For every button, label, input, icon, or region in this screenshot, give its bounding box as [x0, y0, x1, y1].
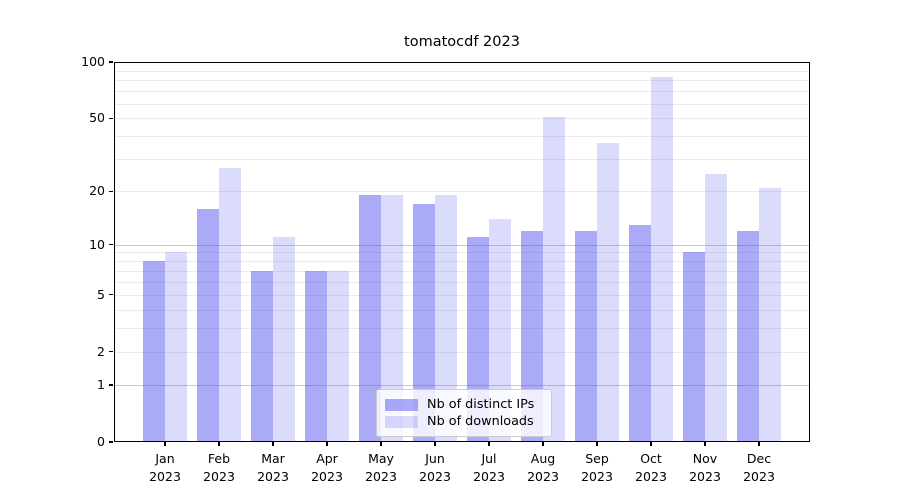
- y-tick-label-2: 2: [97, 343, 105, 359]
- gridline-60: [114, 103, 810, 105]
- bar-ips-may: [359, 195, 381, 442]
- y-tick-5: [109, 293, 113, 296]
- x-tick-label-oct: Oct 2023: [635, 451, 667, 485]
- gridline-50: [114, 118, 810, 120]
- bar-downloads-apr: [327, 270, 349, 442]
- gridline-1: [114, 384, 810, 386]
- gridline-2: [114, 351, 810, 353]
- y-tick-label-5: 5: [97, 286, 105, 302]
- bar-downloads-jul: [489, 219, 511, 442]
- gridline-5: [114, 294, 810, 296]
- gridline-7: [114, 270, 810, 272]
- bar-downloads-feb: [219, 167, 241, 442]
- x-tick-label-may: May 2023: [365, 451, 397, 485]
- x-tick-label-dec: Dec 2023: [743, 451, 775, 485]
- bar-ips-mar: [251, 270, 273, 442]
- y-tick-100: [109, 61, 113, 63]
- bar-downloads-sep: [597, 142, 619, 442]
- y-tick-20: [109, 190, 113, 193]
- y-tick-label-0: 0: [97, 434, 105, 449]
- gridline-6: [114, 281, 810, 283]
- bar-ips-oct: [629, 224, 651, 442]
- bar-downloads-may: [381, 195, 403, 442]
- y-tick-label-100: 100: [81, 54, 105, 69]
- x-tick-feb: [218, 442, 220, 446]
- bar-ips-jun: [413, 204, 435, 442]
- y-tick-label-10: 10: [89, 236, 105, 252]
- bar-downloads-jun: [435, 195, 457, 442]
- chart-title: tomatocdf 2023: [404, 34, 520, 50]
- gridline-90: [114, 70, 810, 72]
- x-tick-apr: [326, 442, 328, 446]
- x-tick-label-jul: Jul 2023: [473, 451, 505, 485]
- x-tick-label-sep: Sep 2023: [581, 451, 613, 485]
- bar-ips-jan: [143, 261, 165, 442]
- bar-ips-dec: [737, 230, 759, 442]
- x-tick-mar: [272, 442, 274, 446]
- bar-ips-feb: [197, 208, 219, 442]
- x-tick-label-aug: Aug 2023: [527, 451, 559, 485]
- x-tick-sep: [596, 442, 598, 446]
- gridline-40: [114, 136, 810, 138]
- x-tick-oct: [650, 442, 652, 446]
- x-tick-label-apr: Apr 2023: [311, 451, 343, 485]
- bar-downloads-dec: [759, 187, 781, 442]
- gridline-30: [114, 159, 810, 161]
- y-tick-1: [109, 384, 113, 386]
- legend-row-distinct-ips: Nb of distinct IPs: [385, 396, 543, 413]
- y-tick-50: [109, 117, 113, 119]
- y-tick-label-1: 1: [97, 376, 105, 392]
- legend-swatch-downloads: [385, 415, 418, 428]
- bar-downloads-jan: [165, 252, 187, 442]
- bar-downloads-aug: [543, 116, 565, 442]
- legend-swatch-distinct-ips: [385, 398, 418, 411]
- gridline-4: [114, 309, 810, 311]
- x-tick-jan: [164, 442, 166, 446]
- gridline-3: [114, 327, 810, 329]
- y-tick-10: [109, 243, 113, 246]
- x-tick-nov: [704, 442, 706, 446]
- legend-label-distinct-ips: Nb of distinct IPs: [427, 397, 535, 412]
- x-tick-dec: [758, 442, 760, 446]
- y-tick-label-50: 50: [89, 110, 105, 126]
- bar-downloads-mar: [273, 237, 295, 442]
- x-tick-label-nov: Nov 2023: [689, 451, 721, 485]
- bar-downloads-oct: [651, 77, 673, 442]
- legend-label-downloads: Nb of downloads: [427, 414, 534, 429]
- bar-ips-nov: [683, 252, 705, 442]
- gridline-10: [114, 244, 810, 246]
- bar-ips-sep: [575, 230, 597, 442]
- x-tick-label-jun: Jun 2023: [419, 451, 451, 485]
- x-tick-label-mar: Mar 2023: [257, 451, 289, 485]
- x-tick-label-feb: Feb 2023: [203, 451, 235, 485]
- legend: Nb of distinct IPs Nb of downloads: [376, 389, 552, 437]
- x-tick-jun: [434, 442, 436, 446]
- x-tick-may: [380, 442, 382, 446]
- bar-downloads-nov: [705, 173, 727, 442]
- gridline-80: [114, 80, 810, 82]
- legend-row-downloads: Nb of downloads: [385, 413, 543, 430]
- y-tick-0: [109, 441, 113, 443]
- bar-ips-apr: [305, 270, 327, 442]
- gridline-8: [114, 261, 810, 263]
- y-tick-2: [109, 350, 113, 353]
- x-tick-jul: [488, 442, 490, 446]
- gridline-20: [114, 191, 810, 193]
- x-tick-label-jan: Jan 2023: [149, 451, 181, 485]
- x-tick-aug: [542, 442, 544, 446]
- gridline-70: [114, 91, 810, 92]
- gridline-9: [114, 252, 810, 254]
- plot-area: Nb of distinct IPs Nb of downloads: [114, 62, 810, 442]
- y-tick-label-20: 20: [89, 183, 105, 199]
